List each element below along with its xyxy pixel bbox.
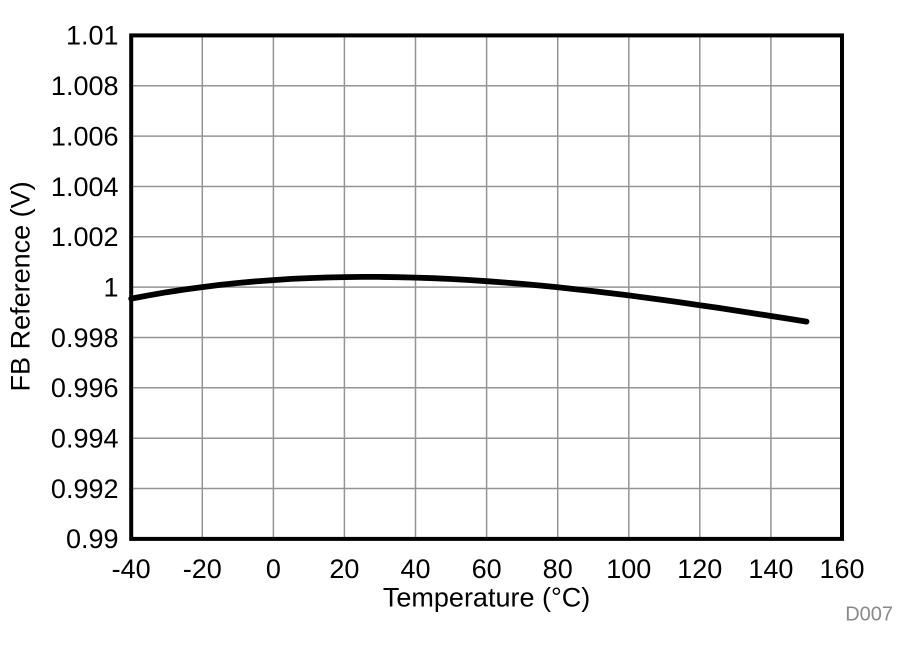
- svg-text:20: 20: [329, 554, 359, 584]
- svg-text:1.008: 1.008: [51, 71, 119, 101]
- svg-text:D007: D007: [845, 604, 893, 626]
- svg-text:40: 40: [400, 554, 430, 584]
- svg-text:1: 1: [103, 272, 118, 302]
- svg-text:140: 140: [748, 554, 793, 584]
- svg-text:0: 0: [266, 554, 281, 584]
- svg-text:0.99: 0.99: [66, 524, 119, 554]
- svg-text:0.994: 0.994: [51, 424, 119, 454]
- svg-text:60: 60: [472, 554, 502, 584]
- svg-text:80: 80: [543, 554, 573, 584]
- svg-text:120: 120: [677, 554, 722, 584]
- svg-text:100: 100: [606, 554, 651, 584]
- svg-text:0.998: 0.998: [51, 323, 119, 353]
- svg-text:0.992: 0.992: [51, 474, 119, 504]
- svg-text:160: 160: [819, 554, 864, 584]
- svg-text:1.01: 1.01: [66, 21, 119, 51]
- svg-text:1.002: 1.002: [51, 222, 119, 252]
- svg-text:1.006: 1.006: [51, 121, 119, 151]
- svg-text:FB Reference (V): FB Reference (V): [6, 181, 36, 391]
- svg-text:-20: -20: [183, 554, 222, 584]
- svg-text:0.996: 0.996: [51, 373, 119, 403]
- svg-text:Temperature (°C): Temperature (°C): [383, 583, 590, 613]
- svg-text:1.004: 1.004: [51, 172, 119, 202]
- svg-text:-40: -40: [112, 554, 151, 584]
